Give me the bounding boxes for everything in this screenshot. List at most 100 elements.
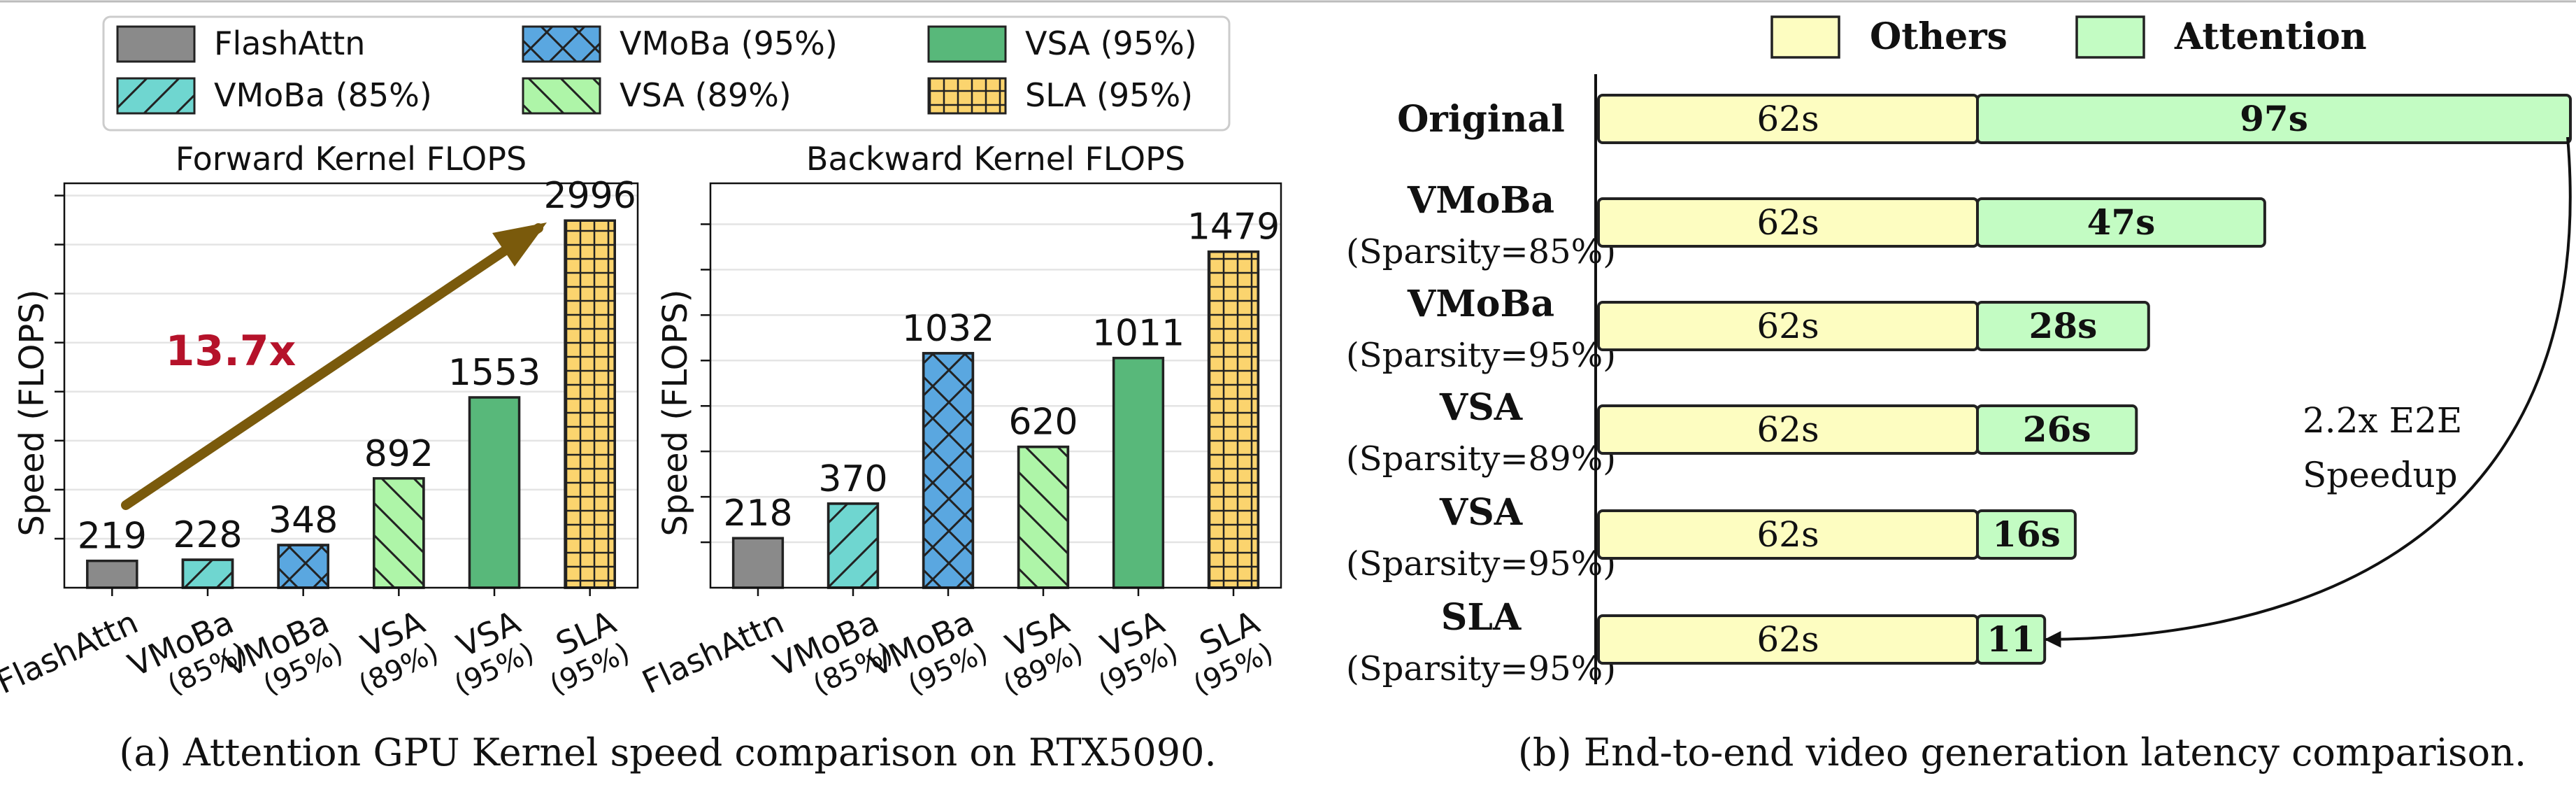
bar-hatch-SLA95 — [564, 219, 616, 589]
x-tick-label: VMoBa(95%) — [218, 603, 348, 701]
bar-attention — [1976, 404, 2138, 455]
bar-label-attention: 16s — [1992, 514, 2061, 555]
legend-swatch-attention — [2075, 15, 2145, 59]
bar-label-attention: 28s — [2029, 305, 2098, 346]
speedup-curve-arrow — [2044, 136, 2572, 648]
bar-VSA95 — [1112, 356, 1165, 589]
bar-attention — [1976, 197, 2266, 248]
bar-hatch-SLA95 — [1207, 250, 1260, 589]
legend-entry-VMoBa95: VMoBa (95%) — [522, 24, 838, 63]
bar-label-others: 62s — [1756, 409, 1819, 450]
legend-label: VMoBa (95%) — [620, 24, 838, 62]
legend-entry-VSA89: VSA (89%) — [522, 76, 792, 115]
category-label: Original — [1397, 98, 1565, 141]
legend-swatch-hatch — [522, 77, 601, 115]
category-name: VSA — [1439, 491, 1523, 534]
legend-entry-VMoBa85: VMoBa (85%) — [116, 76, 432, 115]
category-label: VMoBa (Sparsity=85%) — [1346, 179, 1616, 271]
bar-value-label: 1032 — [902, 308, 994, 350]
bar-value-label: 620 — [1008, 402, 1078, 444]
e2e-speedup-line1: 2.2x E2E — [2303, 400, 2462, 441]
legend-swatch — [116, 25, 196, 63]
bar-attention — [1976, 509, 2077, 560]
category-label: VSA (Sparsity=89%) — [1346, 386, 1616, 479]
caption-a: (a) Attention GPU Kernel speed compariso… — [119, 730, 1216, 775]
category-label: VSA (Sparsity=95%) — [1346, 491, 1616, 584]
chart2-title: Backward Kernel FLOPS — [806, 140, 1185, 178]
category-sub: (Sparsity=95%) — [1346, 336, 1616, 375]
speedup-arrow-head — [492, 222, 547, 267]
caption-b: (b) End-to-end video generation latency … — [1518, 730, 2526, 775]
bar-value-label: 228 — [173, 514, 242, 556]
legend-a: FlashAttn VMoBa (95%) VSA (95%) VMoBa (85%)… — [102, 15, 1231, 132]
bar-value-label: 218 — [723, 493, 792, 535]
bar-label-others: 62s — [1756, 306, 1819, 346]
bar-value-label: 892 — [364, 433, 434, 475]
x-tick-label: VSA(95%) — [1094, 603, 1183, 702]
category-name: SLA — [1441, 596, 1522, 639]
e2e-latency-chart: Others Attention Original VMoBa (Sparsity=8… — [1346, 15, 2573, 688]
x-tick-label: VSA(89%) — [354, 603, 443, 702]
x-tick-label: SLA(95%) — [545, 603, 634, 702]
chart2-frame — [709, 182, 1282, 589]
e2e-speedup-line2: Speedup — [2303, 455, 2458, 495]
bar-value-label: 1011 — [1092, 313, 1185, 355]
legend-label-attention: Attention — [2174, 15, 2367, 58]
chart1-frame — [63, 182, 639, 589]
bar-attention — [1976, 94, 2573, 144]
bar-value-label: 1553 — [448, 352, 541, 394]
category-name: Original — [1397, 98, 1565, 141]
bar-label-others: 62s — [1756, 514, 1819, 555]
speedup-arrow-shaft — [121, 223, 543, 510]
category-sub: (Sparsity=95%) — [1346, 544, 1616, 584]
bar-hatch-VMoBa85 — [827, 502, 880, 589]
category-label: VMoBa (Sparsity=95%) — [1346, 283, 1616, 375]
legend-entry-VSA95: VSA (95%) — [927, 24, 1197, 63]
x-tick-label: VSA(95%) — [450, 603, 539, 702]
category-sub: (Sparsity=89%) — [1346, 439, 1616, 479]
chart2-ylabel: Speed (FLOPS) — [656, 289, 695, 536]
legend-swatch-hatch — [522, 25, 601, 63]
bar-attention — [1976, 301, 2150, 351]
legend-label: VSA (89%) — [620, 76, 792, 114]
bar-label-attention: 47s — [2087, 201, 2156, 243]
legend-swatch-others — [1770, 15, 1840, 59]
category-sub: (Sparsity=95%) — [1346, 649, 1616, 688]
bar-value-label: 370 — [818, 458, 887, 500]
legend-label: SLA (95%) — [1025, 76, 1193, 114]
bar-hatch-VSA89 — [1017, 445, 1070, 589]
bar-value-label: 219 — [78, 516, 147, 558]
x-tick-label-line: FlashAttn — [636, 603, 789, 701]
chart1-ylabel: Speed (FLOPS) — [13, 289, 52, 536]
x-tick-label: VMoBa(95%) — [863, 603, 993, 701]
bar-FlashAttn — [86, 559, 138, 589]
bar-value-label: 1479 — [1187, 206, 1280, 248]
speedup-annotation: 13.7x — [166, 327, 296, 376]
legend-swatch-hatch — [116, 77, 196, 115]
category-name: VMoBa — [1407, 179, 1554, 222]
legend-swatch — [927, 25, 1007, 63]
category-sub: (Sparsity=85%) — [1346, 232, 1616, 271]
legend-entry-SLA95: SLA (95%) — [927, 76, 1193, 115]
forward-kernel-chart: Forward Kernel FLOPS Speed (FLOPS) 219 22… — [0, 140, 639, 702]
x-tick-label-line: FlashAttn — [0, 603, 143, 701]
category-name: VSA — [1439, 386, 1523, 429]
bar-label-others: 62s — [1756, 619, 1819, 660]
bar-label-attention: 26s — [2023, 409, 2091, 450]
x-tick-label: SLA(95%) — [1189, 603, 1278, 702]
legend-attention: Attention — [2075, 15, 2367, 59]
bar-hatch-VSA89 — [373, 477, 425, 589]
bar-FlashAttn — [731, 537, 785, 589]
legend-label: VMoBa (85%) — [214, 76, 432, 114]
bar-hatch-VMoBa95 — [922, 352, 975, 589]
bar-VSA95 — [468, 396, 521, 589]
bar-value-label: 348 — [269, 500, 338, 542]
bar-label-attention: 97s — [2240, 98, 2308, 139]
legend-entry-FlashAttn: FlashAttn — [116, 24, 365, 63]
bar-label-others: 62s — [1756, 99, 1819, 139]
x-tick-label: VSA(89%) — [999, 603, 1088, 702]
legend-label-others: Others — [1870, 15, 2008, 58]
legend-label: FlashAttn — [214, 24, 365, 62]
legend-swatch-hatch — [927, 77, 1007, 115]
